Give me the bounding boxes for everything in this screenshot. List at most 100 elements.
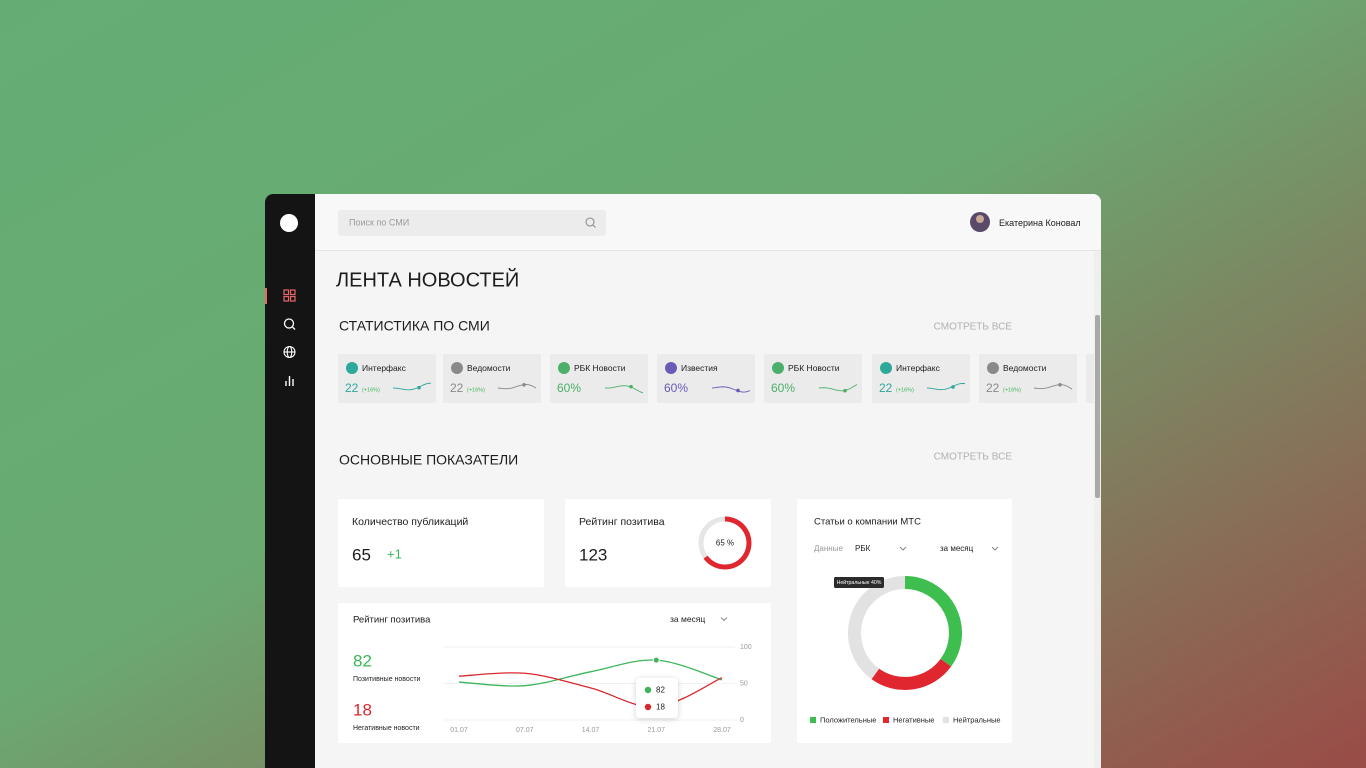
media-card[interactable] xyxy=(443,354,541,403)
see-all-link[interactable]: СМОТРЕТЬ ВСЕ xyxy=(934,322,1013,333)
card-title: Статьи о компании МТС xyxy=(814,517,921,528)
user-name[interactable]: Екатерина Коновал xyxy=(999,218,1081,228)
card-value: 123 xyxy=(579,545,607,564)
card-title: Рейтинг позитива xyxy=(353,615,431,626)
y-tick-label: 50 xyxy=(740,680,748,687)
page-title: ЛЕНТА НОВОСТЕЙ xyxy=(336,267,519,291)
media-name: Ведомости xyxy=(1003,363,1047,373)
section-title: СТАТИСТИКА ПО СМИ xyxy=(339,318,490,334)
period-select[interactable]: за месяц xyxy=(670,614,705,624)
source-select[interactable]: РБК xyxy=(855,544,871,553)
y-tick-label: 0 xyxy=(740,717,744,724)
media-change: (+16%) xyxy=(362,387,380,393)
card-title: Рейтинг позитива xyxy=(579,516,665,528)
scroll-track xyxy=(1094,251,1101,768)
tooltip-dot xyxy=(644,686,652,694)
media-card[interactable] xyxy=(872,354,970,403)
nav-search[interactable] xyxy=(283,318,296,330)
sparkline xyxy=(392,382,432,391)
legend-label: Нейтральные xyxy=(953,715,1001,724)
scroll-thumb[interactable] xyxy=(1095,315,1100,498)
media-card[interactable] xyxy=(550,354,648,403)
summary-value: 18 xyxy=(353,700,372,719)
legend-label: Негативные xyxy=(893,715,934,724)
media-logo xyxy=(987,362,999,374)
card xyxy=(565,499,771,587)
media-value: 60% xyxy=(664,381,688,395)
filter-label: Данные xyxy=(814,544,843,553)
gauge-arc xyxy=(703,516,752,570)
dropdown-chevron xyxy=(720,617,728,622)
summary-label: Позитивные новости xyxy=(353,676,421,683)
hover-point xyxy=(652,656,660,664)
media-value: 22 xyxy=(345,381,359,395)
tooltip-value: 18 xyxy=(656,703,665,712)
active-indicator xyxy=(265,288,267,304)
sparkline xyxy=(818,384,858,392)
tooltip xyxy=(834,577,884,588)
sparkline-dot xyxy=(1058,382,1062,387)
search-box[interactable] xyxy=(338,210,606,236)
tooltip-text: Нейтральные 40% xyxy=(837,579,882,586)
sparkline-dot xyxy=(736,388,740,393)
media-card[interactable] xyxy=(338,354,436,403)
media-value: 60% xyxy=(557,381,581,395)
card-value: 65 xyxy=(352,545,371,564)
donut-segment xyxy=(904,576,962,667)
tooltip-value: 82 xyxy=(656,686,665,695)
media-logo xyxy=(558,362,570,374)
see-all-link[interactable]: СМОТРЕТЬ ВСЕ xyxy=(934,452,1013,463)
x-tick-label: 21.07 xyxy=(647,727,665,734)
sparkline xyxy=(1033,384,1073,390)
gauge-label: 65 % xyxy=(716,539,734,548)
nav-dashboard[interactable] xyxy=(283,289,296,302)
media-value: 22 xyxy=(879,381,893,395)
media-logo xyxy=(772,362,784,374)
legend-swatch xyxy=(883,717,889,723)
search-icon xyxy=(585,217,596,228)
dropdown-chevron xyxy=(899,546,907,551)
media-name: Интерфакс xyxy=(896,363,941,373)
media-card[interactable] xyxy=(764,354,862,403)
media-value: 22 xyxy=(986,381,1000,395)
media-logo xyxy=(880,362,892,374)
dropdown-chevron xyxy=(991,546,999,551)
media-card[interactable] xyxy=(979,354,1077,403)
media-name: РБК Новости xyxy=(788,363,840,373)
media-name: Интерфакс xyxy=(362,363,407,373)
summary-label: Негативные новости xyxy=(353,725,420,732)
y-tick-label: 100 xyxy=(740,644,752,651)
sparkline xyxy=(497,384,537,390)
media-name: РБК Новости xyxy=(574,363,626,373)
donut-segment xyxy=(848,576,906,680)
media-name: Известия xyxy=(681,363,718,373)
legend-label: Положительные xyxy=(820,715,876,724)
media-card[interactable] xyxy=(657,354,755,403)
sparkline-dot xyxy=(951,385,955,389)
period-select[interactable]: за месяц xyxy=(940,544,974,553)
x-tick-label: 01.07 xyxy=(450,727,468,734)
summary-value: 82 xyxy=(353,651,372,670)
content: ЛЕНТА НОВОСТЕЙ СТАТИСТИКА ПО СМИ СМОТРЕТ… xyxy=(336,267,1094,743)
card xyxy=(338,499,544,587)
sparkline-dot xyxy=(629,384,633,389)
media-change: (+16%) xyxy=(896,387,914,393)
x-tick-label: 28.07 xyxy=(713,727,731,734)
media-change: (+16%) xyxy=(1003,387,1021,393)
nav-globe[interactable] xyxy=(283,345,296,359)
sparkline xyxy=(604,385,644,394)
logo[interactable] xyxy=(280,214,298,232)
sparkline-dot xyxy=(522,382,526,387)
series-line xyxy=(458,659,723,687)
card-change: +1 xyxy=(387,546,402,561)
nav-stats[interactable] xyxy=(285,376,294,386)
sparkline xyxy=(711,386,751,393)
sparkline-dot xyxy=(417,385,421,390)
media-logo xyxy=(665,362,677,374)
sparkline-dot xyxy=(843,388,847,393)
sidebar xyxy=(265,194,315,768)
window: Поиск по СМИ Екатерина Коновал ЛЕНТА НОВ… xyxy=(265,194,1101,768)
media-value: 60% xyxy=(771,381,795,395)
